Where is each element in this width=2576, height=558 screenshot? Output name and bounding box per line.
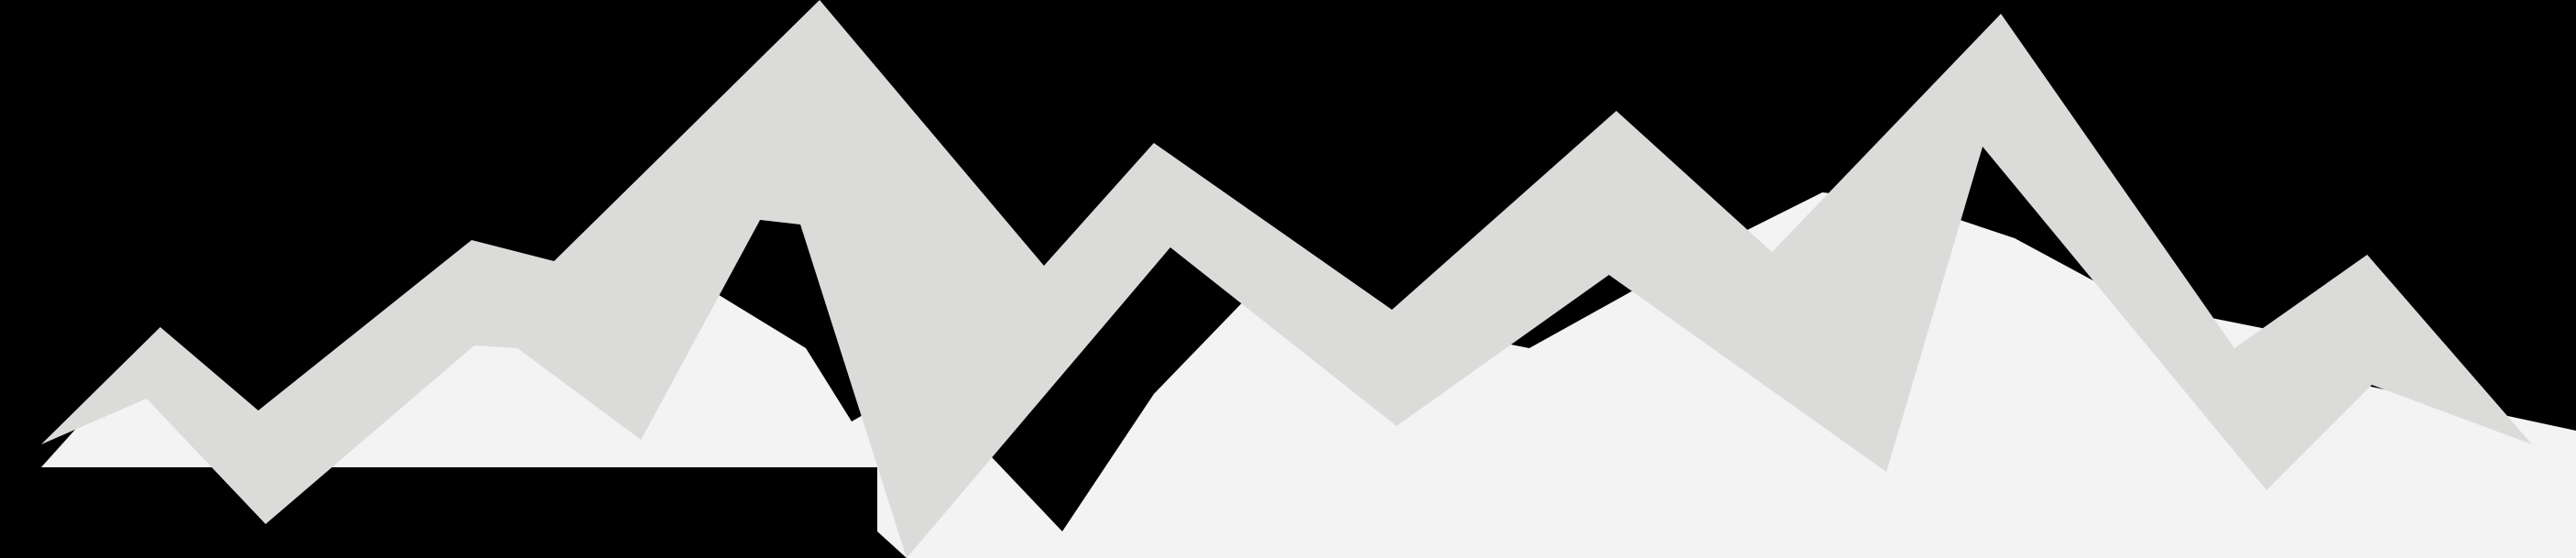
zigzag-ribbon bbox=[41, 0, 2532, 558]
